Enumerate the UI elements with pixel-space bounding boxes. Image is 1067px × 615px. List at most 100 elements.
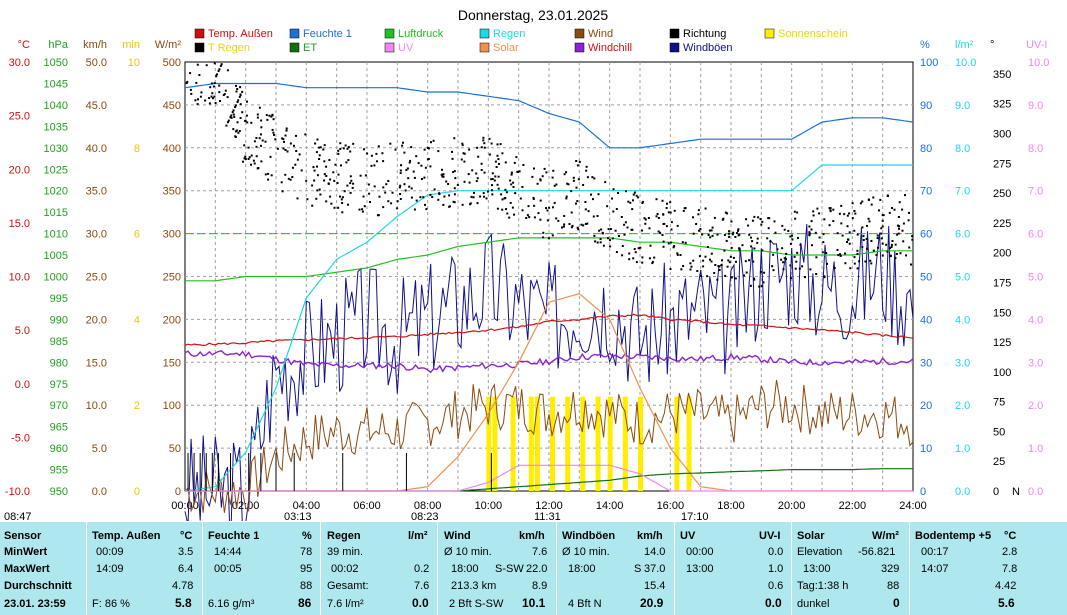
direction-dot: [260, 160, 263, 163]
direction-dot: [756, 237, 759, 240]
direction-dot: [637, 196, 640, 199]
direction-dot: [732, 256, 735, 259]
direction-dot: [227, 121, 229, 124]
direction-dot: [575, 202, 577, 205]
direction-dot: [329, 195, 332, 198]
wind-tick-label: 5.0: [92, 443, 107, 455]
direction-dot: [729, 255, 732, 258]
direction-dot: [488, 153, 491, 156]
direction-dot: [509, 179, 512, 182]
direction-dot: [223, 93, 226, 96]
direction-dot: [785, 252, 788, 255]
direction-dot: [506, 212, 509, 215]
direction-dot: [236, 88, 239, 90]
direction-dot: [409, 159, 412, 162]
direction-dot: [545, 207, 547, 210]
direction-dot: [266, 118, 269, 121]
direction-dot: [463, 160, 466, 163]
direction-dot: [899, 252, 902, 255]
rain-header: Regen: [327, 530, 361, 542]
direction-dot: [584, 223, 587, 225]
direction-dot: [453, 187, 456, 190]
hum-tick-label: 80: [920, 143, 932, 155]
direction-dot: [527, 205, 530, 208]
sunshine-bar: [528, 396, 534, 491]
direction-dot: [586, 222, 589, 225]
direction-dot: [846, 214, 849, 217]
direction-dot: [846, 225, 849, 228]
direction-dot: [683, 207, 686, 210]
direction-dot: [724, 274, 727, 277]
direction-dot: [456, 184, 459, 186]
temp-tick-label: 0.0: [15, 379, 30, 391]
direction-dot: [246, 100, 248, 103]
wind-current: 10.1: [522, 596, 546, 610]
direction-dot: [341, 211, 344, 214]
direction-dot: [494, 160, 497, 163]
temp-tick-label: 30.0: [9, 57, 30, 69]
direction-dot: [623, 223, 626, 226]
rain-tick-label: 6.0: [955, 229, 970, 241]
direction-dot: [232, 113, 235, 116]
gust-avg10-value: 14.0: [644, 546, 666, 558]
legend-swatch: [764, 28, 775, 39]
direction-dot: [699, 228, 702, 230]
direction-dot: [721, 218, 724, 221]
direction-dot: [399, 198, 402, 200]
direction-dot: [633, 248, 636, 251]
direction-dot: [592, 215, 595, 218]
direction-dot: [908, 211, 910, 214]
direction-dot: [716, 278, 719, 281]
direction-dot: [578, 160, 581, 163]
direction-dot: [789, 242, 792, 245]
direction-dot: [695, 223, 698, 225]
gust-max-dir: S: [634, 563, 642, 575]
hum-min-value: 78: [300, 546, 313, 558]
legend-swatch: [574, 28, 585, 39]
direction-dot: [339, 147, 342, 150]
direction-dot: [396, 207, 399, 210]
min-tick-label: 2: [134, 400, 140, 412]
direction-dot: [325, 165, 328, 168]
chart-title: Donnerstag, 23.01.2025: [458, 7, 608, 23]
direction-dot: [767, 227, 770, 230]
direction-dot: [319, 193, 322, 196]
direction-dot: [587, 210, 590, 213]
hum-max-value: 95: [300, 563, 313, 575]
hum-tick-label: 0: [920, 486, 926, 498]
direction-dot: [376, 160, 378, 163]
direction-dot: [861, 226, 864, 229]
direction-dot: [837, 254, 840, 257]
temp-axis-unit: °C: [18, 39, 30, 51]
direction-dot: [351, 186, 354, 189]
direction-dot: [643, 217, 646, 220]
direction-dot: [413, 176, 416, 179]
direction-dot: [399, 172, 402, 175]
direction-dot: [897, 232, 900, 235]
gust-header: Windböen: [562, 530, 616, 542]
direction-dot: [232, 128, 235, 131]
direction-dot: [399, 193, 402, 195]
direction-dot: [698, 229, 701, 232]
direction-dot: [818, 236, 821, 239]
direction-dot: [219, 100, 221, 102]
direction-dot: [332, 171, 335, 174]
direction-dot: [375, 152, 378, 155]
series-regen-line: [184, 164, 913, 492]
direction-dot: [387, 200, 390, 203]
direction-dot: [637, 247, 640, 250]
direction-dot: [219, 64, 222, 67]
direction-dot: [730, 246, 733, 249]
direction-dot: [189, 88, 192, 91]
direction-dot: [669, 211, 672, 214]
direction-dot: [655, 215, 658, 218]
direction-dot: [781, 247, 784, 250]
direction-dot: [204, 99, 207, 102]
wind-avg: 8.9: [532, 580, 548, 592]
min-tick-label: 8: [134, 143, 140, 155]
dir-tick-label: 200: [993, 248, 1011, 260]
temp-tick-label: 20.0: [9, 164, 30, 176]
direction-dot: [406, 167, 409, 170]
direction-dot: [463, 152, 466, 155]
direction-dot: [366, 152, 369, 155]
